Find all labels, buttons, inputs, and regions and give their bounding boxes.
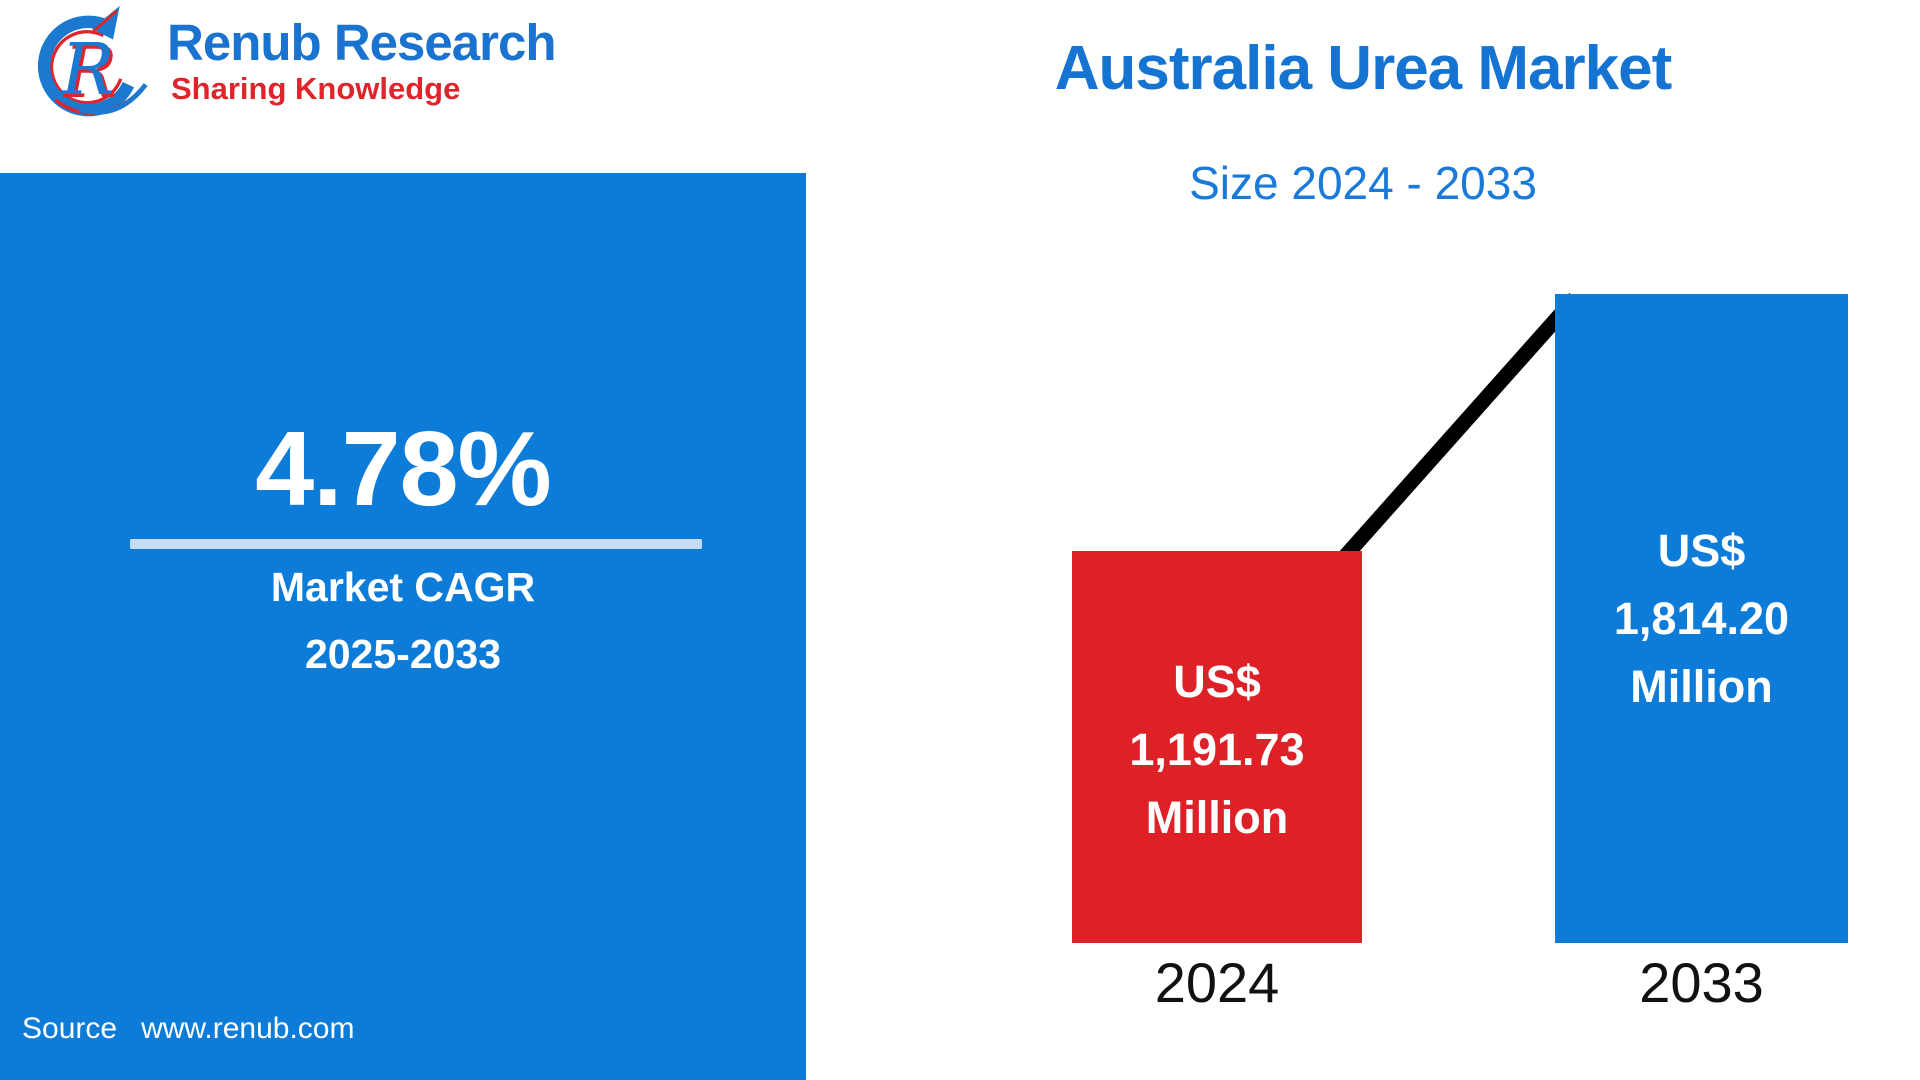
bar-2024-value-line2: 1,191.73 [1129,724,1305,775]
source-url: www.renub.com [141,1012,355,1045]
cagr-panel: 4.78% Market CAGR 2025-2033 Source www.r… [0,173,806,1080]
page-title: Australia Urea Market [1054,34,1673,103]
brand-text: Renub Research Sharing Knowledge [167,14,556,106]
bar-2033-value-line3: Million [1630,660,1773,712]
bar-2033-value-line2: 1,814.20 [1613,592,1790,644]
brand-name: Renub Research [167,14,556,71]
axis-label-2033: 2033 [1639,951,1764,1014]
bar-2033-value-line1: US$ [1657,524,1746,576]
page-subtitle: Size 2024 - 2033 [1189,157,1537,209]
bar-2024: US$ 1,191.73 Million [1072,551,1362,943]
bar-2024-value-line1: US$ [1173,656,1261,707]
renub-logo-icon: R R [37,5,148,117]
source-label: Source [22,1012,118,1045]
brand-tagline: Sharing Knowledge [171,71,461,106]
source-note: Source www.renub.com [22,1012,354,1046]
bar-2033: US$ 1,814.20 Million [1555,294,1848,943]
bar-2024-value-line3: Million [1145,792,1289,843]
cagr-label-line2: 2025-2033 [304,631,502,677]
svg-text:R: R [59,28,114,111]
cagr-divider [130,539,702,549]
cagr-label-line1: Market CAGR [270,564,536,610]
cagr-labels: Market CAGR 2025-2033 [0,554,806,688]
axis-label-2024: 2024 [1154,951,1280,1014]
svg-text:R: R [62,31,117,114]
cagr-value: 4.78% [255,410,552,528]
